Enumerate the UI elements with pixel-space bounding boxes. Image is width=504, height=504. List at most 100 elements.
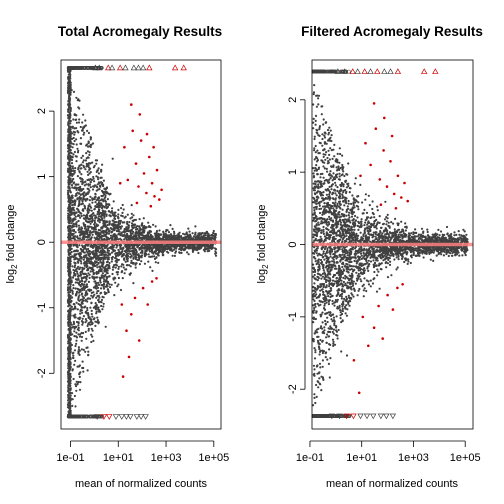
data-point <box>187 245 190 248</box>
data-point <box>96 176 99 179</box>
data-point <box>77 204 80 208</box>
data-point <box>134 248 138 251</box>
data-point <box>129 247 132 250</box>
data-point <box>113 220 116 224</box>
data-point <box>74 405 77 408</box>
data-point <box>68 131 71 134</box>
data-point <box>107 210 110 213</box>
data-point <box>180 251 183 254</box>
data-point <box>117 267 120 270</box>
data-point <box>89 167 92 170</box>
data-point <box>438 234 441 237</box>
data-point <box>93 219 96 222</box>
data-point <box>166 229 169 232</box>
significant-point <box>131 129 134 133</box>
data-point <box>140 260 143 263</box>
data-point <box>85 312 88 315</box>
data-point <box>365 211 369 214</box>
data-point <box>211 244 214 247</box>
data-point <box>79 137 82 140</box>
data-point <box>68 353 71 356</box>
data-point <box>127 225 130 228</box>
data-point <box>325 193 328 196</box>
data-point <box>69 314 72 317</box>
data-point <box>161 253 164 256</box>
data-point <box>112 219 115 222</box>
significant-point <box>148 155 151 159</box>
data-point <box>82 315 85 318</box>
data-point <box>355 271 358 274</box>
data-point <box>67 384 70 387</box>
data-point <box>175 247 178 250</box>
data-point <box>77 210 80 213</box>
data-point <box>95 233 98 236</box>
data-point <box>74 114 77 117</box>
data-point <box>312 172 315 175</box>
data-point <box>67 361 70 364</box>
data-point <box>75 293 78 296</box>
data-point <box>187 236 190 239</box>
data-point <box>68 247 71 250</box>
data-point <box>72 268 75 272</box>
data-point <box>67 221 70 224</box>
data-point <box>80 339 83 342</box>
data-point <box>108 275 111 278</box>
data-point <box>140 236 143 239</box>
data-point <box>209 238 212 241</box>
data-point <box>75 380 78 383</box>
data-point <box>88 151 91 154</box>
data-point <box>148 250 151 253</box>
data-point <box>81 287 85 290</box>
data-point <box>72 354 75 357</box>
data-point <box>69 86 72 89</box>
data-point <box>79 198 82 201</box>
data-point <box>75 290 79 293</box>
data-point <box>113 264 116 267</box>
data-point <box>91 161 94 164</box>
data-point <box>214 248 218 251</box>
data-point <box>132 214 135 217</box>
data-point <box>78 280 82 283</box>
data-point <box>207 249 210 252</box>
data-point <box>77 183 80 186</box>
data-point <box>76 175 79 178</box>
outlier-up-triangle <box>135 64 142 71</box>
data-point <box>107 291 110 294</box>
data-point <box>180 235 183 238</box>
data-point <box>68 95 71 98</box>
data-point <box>80 293 83 296</box>
data-point <box>110 227 113 231</box>
data-point <box>132 262 135 265</box>
data-point <box>91 233 94 236</box>
data-point <box>67 323 70 327</box>
data-point <box>86 236 89 239</box>
data-point <box>69 399 72 402</box>
data-point <box>82 159 85 162</box>
data-point <box>95 256 98 259</box>
data-point <box>68 117 71 120</box>
data-point <box>138 247 141 250</box>
data-point <box>92 250 95 253</box>
data-point <box>80 180 83 183</box>
data-point <box>83 283 86 286</box>
data-point <box>78 228 81 231</box>
data-point <box>321 321 324 324</box>
data-point <box>102 282 106 285</box>
data-point <box>69 394 72 397</box>
data-point <box>214 254 218 257</box>
data-point <box>87 183 90 186</box>
data-point <box>98 219 102 222</box>
data-point <box>68 174 71 177</box>
data-point <box>148 255 151 258</box>
data-point <box>80 331 83 335</box>
x-axis: 1e-01 1e+01 1e+03 1e+05 <box>56 440 229 464</box>
data-point <box>143 255 147 258</box>
data-point <box>74 359 77 362</box>
data-point <box>74 200 77 204</box>
data-point <box>80 142 83 145</box>
data-point <box>122 246 125 249</box>
data-point <box>112 227 115 230</box>
data-point <box>157 233 160 236</box>
data-point <box>93 225 97 228</box>
data-point <box>78 254 81 257</box>
